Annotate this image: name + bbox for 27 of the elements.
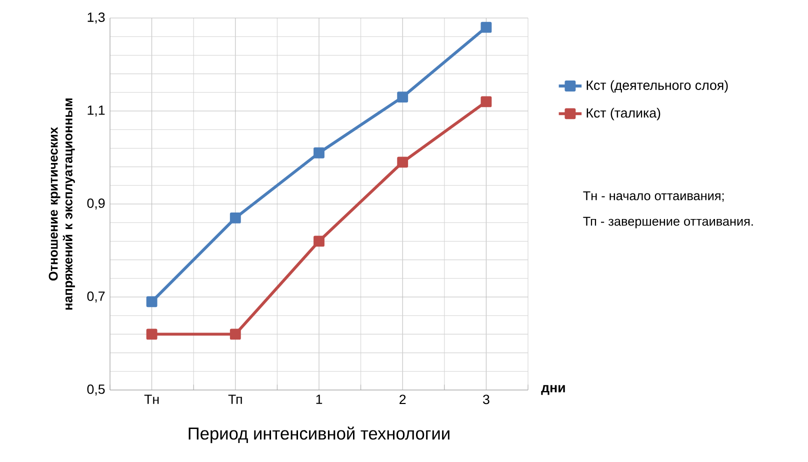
point bbox=[230, 328, 241, 340]
point bbox=[146, 296, 158, 308]
legend-label: Кст (талика) bbox=[586, 108, 660, 120]
point bbox=[314, 147, 324, 158]
x-tick-label: 1 bbox=[316, 394, 322, 404]
x-tick-label: 3 bbox=[482, 394, 490, 404]
point bbox=[230, 212, 241, 224]
y-tick-label: 0,7 bbox=[87, 292, 105, 303]
x-tick-label: Тн bbox=[144, 394, 159, 404]
point bbox=[314, 236, 324, 247]
point bbox=[397, 92, 408, 103]
x-tick-label: 2 bbox=[400, 394, 406, 404]
y-tick-label: 1,1 bbox=[88, 106, 105, 116]
point bbox=[480, 22, 492, 33]
legend-label: Кст (деятельного слоя) bbox=[586, 80, 728, 93]
x-tick-label: Тп bbox=[228, 394, 242, 404]
point bbox=[146, 328, 158, 340]
y-tick-label: 0,5 bbox=[87, 384, 105, 396]
y-tick-label: 0,9 bbox=[87, 198, 105, 210]
y-tick-label: 1,3 bbox=[88, 12, 105, 24]
point bbox=[397, 156, 408, 168]
y-axis-title: Отношение критических напряжений к эксплуатационным bbox=[48, 98, 75, 310]
text: Тп - завершение оттаивания. bbox=[583, 216, 753, 228]
text: дни bbox=[541, 385, 565, 395]
x-axis-title: Период интенсивной технологии bbox=[188, 426, 450, 444]
text: Тн - начало оттаивания; bbox=[583, 191, 724, 202]
point bbox=[480, 96, 492, 108]
